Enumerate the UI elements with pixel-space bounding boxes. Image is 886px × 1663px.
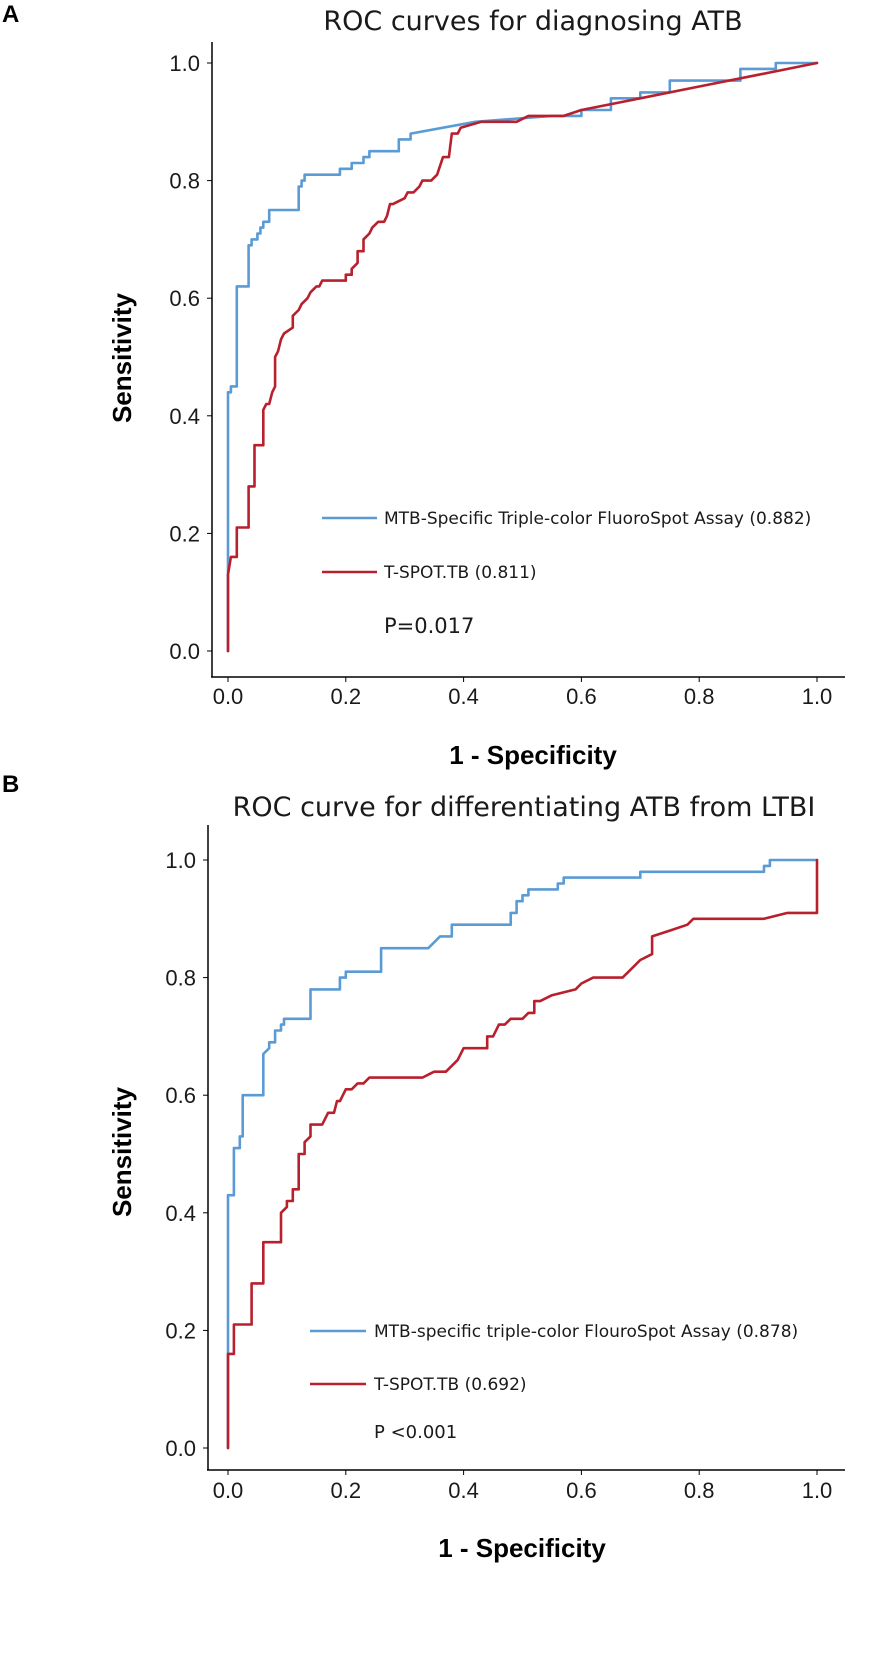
x-tick-label-a-1: 0.2 — [331, 684, 362, 709]
p-value-a: P=0.017 — [384, 614, 474, 638]
y-tick-label-b-0: 0.0 — [165, 1436, 196, 1461]
legend-label-tspot-a: T-SPOT.TB (0.811) — [383, 563, 537, 583]
x-tick-label-a-5: 1.0 — [802, 684, 833, 709]
x-axis-label-b: 1 - Specificity — [438, 1533, 606, 1563]
legend-label-mtb-a: MTB-Specific Triple-color FluoroSpot Ass… — [384, 509, 811, 529]
y-tick-label-b-5: 1.0 — [165, 848, 196, 873]
chart-title-b: ROC curve for differentiating ATB from L… — [233, 792, 816, 823]
panel-b: B ROC curve for differentiating ATB from… — [2, 771, 845, 1563]
roc-curve-tspot-a — [226, 61, 819, 653]
x-tick-label-b-3: 0.6 — [566, 1478, 597, 1503]
legend-label-tspot-b: T-SPOT.TB (0.692) — [373, 1375, 527, 1395]
x-tick-label-a-3: 0.6 — [566, 684, 597, 709]
y-tick-label-b-1: 0.2 — [165, 1318, 196, 1343]
x-tick-label-a-2: 0.4 — [448, 684, 479, 709]
y-tick-label-b-2: 0.4 — [165, 1201, 196, 1226]
x-tick-label-b-1: 0.2 — [331, 1478, 362, 1503]
y-tick-label-a-4: 0.8 — [169, 169, 200, 194]
x-tick-label-b-4: 0.8 — [684, 1478, 715, 1503]
panel-a: A ROC curves for diagnosing ATB 0.0 0.2 0.… — [2, 1, 845, 770]
y-tick-label-b-4: 0.8 — [165, 966, 196, 991]
chart-title-a: ROC curves for diagnosing ATB — [323, 6, 742, 37]
y-axis-label-b: Sensitivity — [107, 1086, 137, 1217]
roc-curve-mtb-b — [226, 858, 819, 1450]
x-tick-label-b-2: 0.4 — [448, 1478, 479, 1503]
panel-label-b: B — [2, 771, 19, 798]
y-tick-label-a-5: 1.0 — [169, 51, 200, 76]
roc-curve-tspot-b — [226, 858, 819, 1450]
y-tick-label-a-0: 0.0 — [169, 639, 200, 664]
roc-curve-mtb-a — [226, 61, 819, 653]
x-tick-label-b-0: 0.0 — [213, 1478, 244, 1503]
y-tick-label-a-2: 0.4 — [169, 404, 200, 429]
p-value-b: P <0.001 — [374, 1422, 457, 1443]
y-tick-label-b-3: 0.6 — [165, 1083, 196, 1108]
legend-label-mtb-b: MTB-specific triple-color FlouroSpot Ass… — [374, 1322, 798, 1342]
x-tick-label-a-0: 0.0 — [213, 684, 244, 709]
y-tick-label-a-1: 0.2 — [169, 521, 200, 546]
x-tick-label-a-4: 0.8 — [684, 684, 715, 709]
y-axis-label-a: Sensitivity — [107, 292, 137, 423]
y-tick-label-a-3: 0.6 — [169, 286, 200, 311]
x-tick-label-b-5: 1.0 — [802, 1478, 833, 1503]
panel-label-a: A — [2, 1, 19, 28]
x-axis-label-a: 1 - Specificity — [449, 740, 617, 770]
